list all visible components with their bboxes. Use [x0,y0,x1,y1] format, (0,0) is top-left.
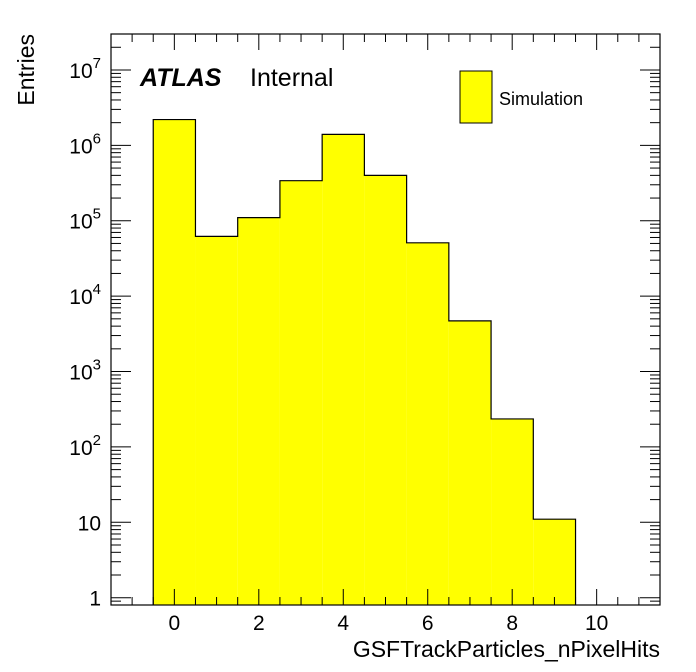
histogram-bars [152,118,577,606]
x-tick-label: 10 [585,612,608,635]
histogram-bin [448,320,492,605]
internal-label: Internal [250,64,333,92]
legend-entry-simulation: Simulation [499,89,583,109]
y-tick-label: 105 [69,206,101,234]
histogram-bin [491,418,534,605]
y-axis-title: Entries [13,34,39,106]
histogram-bin [279,180,323,606]
x-tick-label: 8 [506,612,518,635]
x-tick-label: 0 [169,612,181,635]
histogram-bin [533,519,576,605]
x-tick-label: 6 [422,612,434,635]
x-tick-label: 2 [253,612,265,635]
x-tick-labels: 0 2 4 6 8 10 [169,612,609,635]
histogram-bin [364,175,407,606]
histogram-bin [237,217,280,606]
histogram-bin [406,242,449,605]
y-tick-label: 1 [89,588,101,611]
y-tick-labels: 1 10 102 103 104 105 106 107 [69,55,101,611]
y-tick-label: 106 [69,130,101,158]
axis-ticks [110,33,661,606]
x-tick-label: 4 [337,612,349,635]
histogram-bin [195,236,238,606]
legend-swatch [459,70,493,124]
atlas-label: ATLAS [139,64,222,92]
y-tick-label: 10 [78,512,101,535]
histogram-bin [153,119,196,605]
y-tick-label: 107 [69,55,101,83]
y-tick-label: 103 [69,357,101,385]
histogram-bin [322,134,365,606]
y-tick-label: 104 [69,281,101,309]
plot-frame [110,33,661,606]
y-tick-label: 102 [69,432,101,460]
x-axis-title: GSFTrackParticles_nPixelHits [353,636,660,662]
histogram-outline [152,118,577,605]
